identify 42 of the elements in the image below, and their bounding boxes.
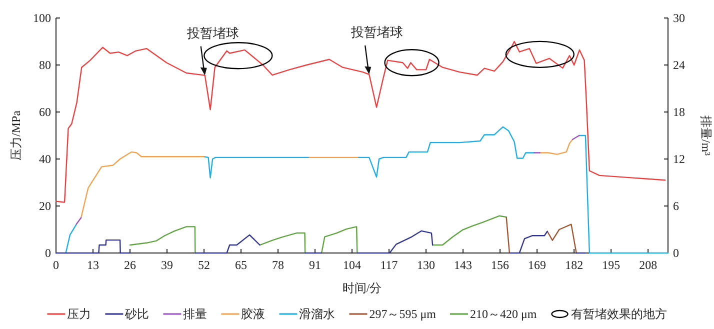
y2-tick-label: 6 (673, 199, 679, 213)
y-tick-label: 80 (39, 58, 51, 72)
line-series (55, 40, 666, 203)
legend-label: 压力 (67, 307, 92, 321)
legend-label: 滑溜水 (299, 307, 336, 321)
y-tick-label: 20 (39, 199, 51, 213)
x-tick-label: 52 (198, 258, 210, 272)
x-tick-label: 143 (454, 258, 472, 272)
x-tick-label: 104 (343, 258, 362, 272)
annotation: 投暂堵球 (186, 25, 239, 40)
x-tick-label: 13 (87, 258, 100, 272)
y2-tick-label: 0 (673, 246, 679, 260)
y2-tick-label: 30 (673, 11, 685, 25)
x-tick-label: 195 (602, 258, 620, 272)
legend-label: 胶液 (241, 307, 266, 321)
x-axis-title: 时间/分 (342, 281, 382, 295)
annotation: 投暂堵球 (350, 24, 404, 40)
text: 有暂堵效果的地方 (570, 307, 667, 321)
x-tick-label: 39 (161, 258, 174, 272)
y-tick-label: 40 (39, 152, 51, 166)
x-tick-label: 130 (417, 258, 436, 272)
legend-label: 砂比 (124, 307, 150, 321)
legend-label: 排量 (183, 307, 208, 321)
x-tick-label: 117 (380, 258, 398, 272)
x-tick-label: 182 (565, 258, 584, 272)
y2-tick-label: 18 (673, 105, 685, 119)
y-axis-title: 压力/MPa (9, 110, 23, 161)
y2-tick-label: 24 (673, 58, 685, 72)
x-tick-label: 65 (235, 258, 248, 272)
x-tick-label: 91 (309, 258, 322, 272)
y-tick-label: 0 (45, 246, 51, 260)
x-tick-label: 156 (491, 258, 510, 272)
y-tick-label: 100 (33, 11, 51, 25)
y2-tick-label: 12 (673, 152, 685, 166)
x-tick-label: 26 (124, 258, 136, 272)
x-tick-label: 208 (639, 258, 658, 272)
x-tick-label: 78 (272, 258, 284, 272)
legend-label: 210～420 μm (470, 307, 538, 321)
x-tick-label: 169 (528, 258, 546, 272)
y-tick-label: 60 (39, 105, 51, 119)
y2-axis-title: 排量/m³ (699, 115, 713, 156)
legend-label: 297～595 μm (369, 307, 437, 321)
